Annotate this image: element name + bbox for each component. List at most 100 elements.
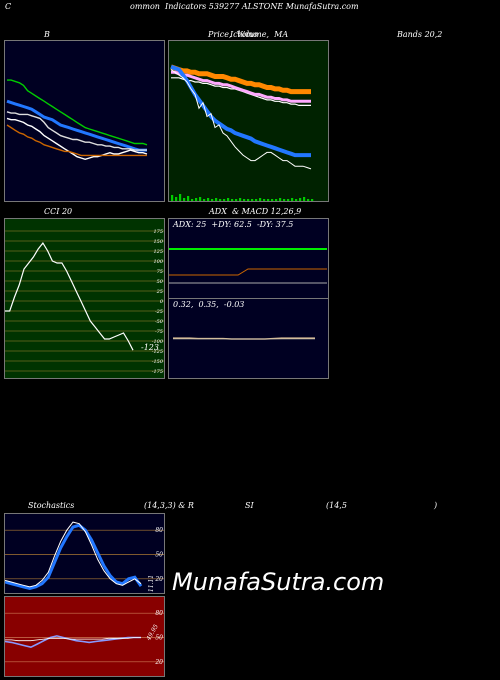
rsi-series-line [5, 637, 141, 642]
volume-bar [279, 198, 282, 201]
volume-bar [287, 199, 290, 201]
volume-bar [267, 199, 270, 201]
price-series-line [170, 69, 312, 170]
cci-tick-label: -175 [152, 369, 163, 375]
macd-lines [173, 337, 315, 340]
cci-tick-label: 25 [156, 289, 163, 295]
rsi-lines [5, 635, 141, 649]
stoch-panel: 80 50 20 11.11 [4, 513, 165, 594]
cci-current-value: -123 [141, 343, 159, 352]
stoch-grid [5, 529, 164, 580]
volume-bar [207, 198, 210, 201]
volume-bar [299, 198, 302, 201]
cci-ticks: 175 150 125 100 75 50 25 0 -25 -50 -75 -100 -125 -150… [152, 229, 164, 375]
stoch-title-b: (14,3,3) & R [144, 501, 194, 510]
volume-bar [203, 199, 206, 201]
header-title: ommon Indicators 539277 ALSTONE MunafaSu… [130, 2, 359, 11]
stoch-series-line [5, 521, 142, 588]
volume-bar [211, 199, 214, 201]
price-volume-bars [171, 194, 314, 201]
adx-panel: ADX: 25 +DY: 62.5 -DY: 37.5 [168, 218, 329, 299]
cci-tick-label: 75 [157, 269, 163, 275]
rsi-tick-label: 20 [154, 659, 163, 666]
adx-title: ADX & MACD 12,26,9 [209, 207, 302, 216]
stoch-tick-label: 80 [155, 527, 163, 534]
price-series-line [170, 64, 311, 95]
cci-tick-label: 100 [153, 259, 163, 265]
volume-bar [247, 199, 250, 201]
stoch-title-e: ) [434, 501, 438, 510]
volume-bar [183, 198, 186, 201]
volume-bar [239, 198, 242, 201]
bollinger-panel [4, 40, 165, 202]
volume-bar [271, 199, 274, 201]
volume-bar [243, 199, 246, 201]
cci-tick-label: -50 [155, 319, 164, 325]
volume-bar [227, 198, 230, 201]
adx-svg [169, 248, 327, 284]
price-lines [170, 64, 312, 170]
stoch-title-d: (14,5 [326, 501, 347, 510]
cci-tick-label: -75 [155, 329, 163, 335]
bollinger-title: B [44, 30, 50, 39]
volume-bar [235, 199, 238, 201]
cci-grid [5, 230, 164, 372]
volume-bar [187, 196, 190, 201]
stoch-tick-label: 20 [154, 576, 163, 583]
cci-tick-label: 0 [160, 299, 164, 305]
adx-lines [169, 248, 327, 284]
bollinger-lines [6, 79, 148, 161]
volume-bar [171, 195, 174, 201]
adx-readout: ADX: 25 +DY: 62.5 -DY: 37.5 [173, 220, 294, 229]
price-title-overlap: Ichimo [230, 30, 258, 39]
stoch-svg: 80 50 20 [5, 521, 164, 591]
volume-bar [199, 197, 202, 201]
stoch-lines [5, 521, 143, 591]
volume-bar [303, 197, 306, 201]
volume-bar [275, 199, 278, 201]
rsi-series-line [5, 635, 141, 649]
cci-tick-label: 150 [153, 239, 163, 245]
rsi-tick-label: 50 [155, 635, 163, 642]
header-c: C [5, 2, 12, 11]
rsi-ticks: 80 50 20 [154, 610, 163, 666]
stoch-series-line [5, 523, 143, 591]
stoch-tick-label: 50 [155, 552, 163, 559]
cci-tick-label: -25 [155, 309, 163, 315]
cci-tick-label: -100 [152, 339, 164, 345]
volume-bar [179, 194, 182, 201]
volume-bar [191, 199, 194, 201]
volume-bar [311, 199, 314, 201]
cci-tick-label: 50 [157, 279, 164, 285]
cci-series-line [5, 241, 134, 351]
cci-tick-label: -150 [152, 359, 164, 365]
volume-bar [219, 199, 222, 201]
macd-readout: 0.32, 0.35, -0.03 [173, 300, 245, 309]
bands-title: Bands 20,2 [397, 30, 443, 39]
bollinger-series-line [6, 117, 148, 161]
cci-tick-label: 175 [153, 229, 163, 235]
macd-svg [173, 337, 315, 340]
watermark: MunafaSutra.com [172, 568, 385, 596]
bollinger-series-line [6, 111, 147, 151]
price-panel [168, 40, 329, 202]
bollinger-series-line [6, 124, 147, 157]
volume-bar [215, 198, 218, 201]
macd-panel: 0.32, 0.35, -0.03 [168, 298, 329, 379]
price-svg [170, 64, 314, 201]
volume-bar [251, 199, 254, 201]
cci-tick-label: -125 [152, 349, 163, 355]
volume-bar [263, 199, 266, 201]
volume-bar [223, 199, 226, 201]
cci-title: CCI 20 [44, 207, 73, 216]
volume-bar [255, 199, 258, 201]
adx-series-line [169, 268, 327, 276]
stoch-title-a: Stochastics [28, 501, 75, 510]
stoch-title-c: SI [245, 501, 254, 510]
stoch-current-value: 11.11 [148, 574, 156, 593]
bollinger-series-line [7, 79, 148, 146]
rsi-tick-label: 80 [155, 610, 163, 617]
rsi-panel: 80 50 20 49.95 [4, 596, 165, 677]
volume-bar [295, 199, 298, 201]
volume-bar [195, 198, 198, 201]
